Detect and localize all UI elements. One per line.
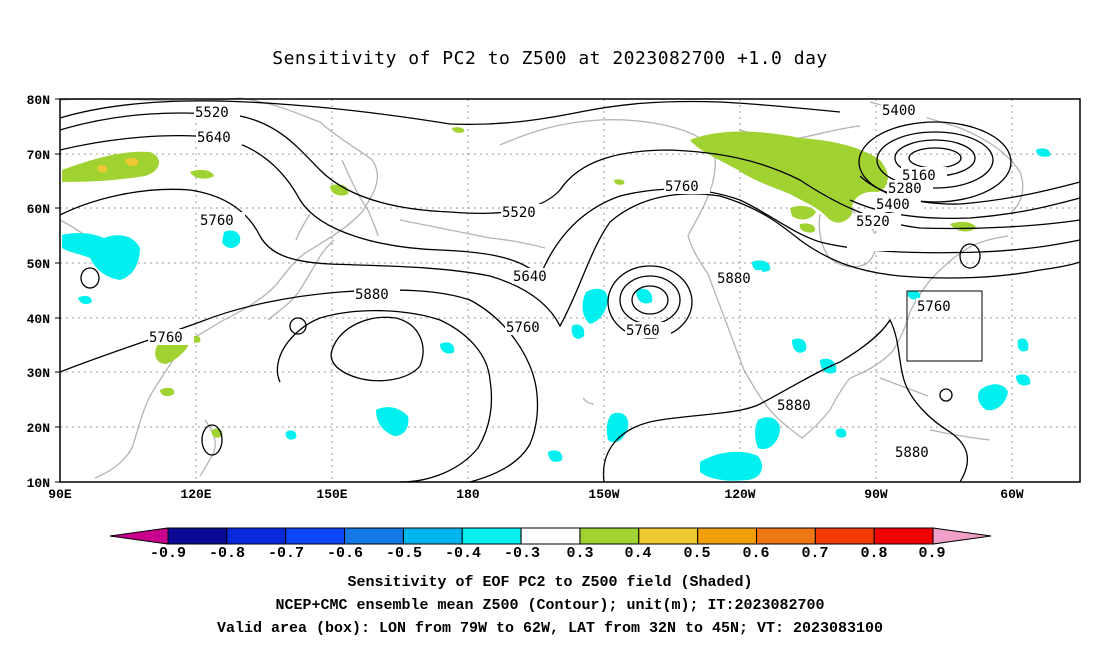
colorbar-label: 0.4 — [624, 545, 651, 562]
lat-label: 60N — [27, 202, 50, 217]
colorbar-label: -0.6 — [327, 545, 363, 562]
colorbar-arrow-left — [109, 527, 169, 545]
colorbar-segment — [638, 527, 699, 545]
caption-shading: Sensitivity of EOF PC2 to Z500 field (Sh… — [347, 574, 753, 591]
colorbar-segment — [697, 527, 758, 545]
plot-frame — [59, 98, 1081, 483]
colorbar-label: -0.7 — [268, 545, 304, 562]
map-title: Sensitivity of PC2 to Z500 at 2023082700… — [272, 48, 828, 69]
colorbar-segment — [814, 527, 875, 545]
lon-label: 60W — [1000, 487, 1024, 502]
colorbar-label: -0.5 — [386, 545, 422, 562]
lon-label: 90E — [48, 487, 72, 502]
colorbar-labels: -0.9 -0.8 -0.7 -0.6 -0.5 -0.4 -0.3 0.3 0… — [150, 545, 946, 562]
lon-label: 150W — [588, 487, 619, 502]
z500-contours — [59, 100, 1081, 483]
sensitivity-map: 5400 5520 5640 5760 5520 5640 5760 5880 … — [27, 93, 1081, 562]
colorbar-label: -0.4 — [445, 545, 481, 562]
lat-label: 30N — [27, 366, 50, 381]
contour-labels: 5400 5520 5640 5760 5520 5640 5760 5880 … — [148, 102, 962, 461]
colorbar-segment — [285, 527, 346, 545]
lat-label: 70N — [27, 148, 50, 163]
contour-label: 5400 — [882, 103, 916, 119]
lon-label: 150E — [316, 487, 347, 502]
colorbar-label: 0.5 — [683, 545, 710, 562]
lat-axis-labels: 80N 70N 60N 50N 40N 30N 20N 10N — [27, 93, 50, 491]
contour-label: 5760 — [506, 320, 540, 336]
lat-label: 10N — [27, 476, 50, 491]
lon-axis-labels: 90E 120E 150E 180 150W 120W 90W 60W — [48, 487, 1024, 502]
colorbar-label: -0.8 — [209, 545, 245, 562]
contour-label: 5640 — [513, 269, 547, 285]
colorbar-label: 0.8 — [860, 545, 887, 562]
contour-label: 5760 — [917, 299, 951, 315]
contour-label: 5520 — [502, 205, 536, 221]
lon-label: 120W — [724, 487, 755, 502]
colorbar-segment — [756, 527, 816, 545]
lon-label: 180 — [456, 487, 480, 502]
grid-lines — [60, 99, 1080, 482]
contour-label: 5400 — [876, 197, 910, 213]
lat-label: 50N — [27, 257, 50, 272]
colorbar-label: 0.7 — [801, 545, 828, 562]
contour-label: 5760 — [149, 330, 183, 346]
lat-label: 40N — [27, 312, 50, 327]
colorbar-label: -0.9 — [150, 545, 186, 562]
lon-label: 120E — [180, 487, 211, 502]
contour-label: 5880 — [777, 398, 811, 414]
colorbar-label: -0.3 — [504, 545, 540, 562]
colorbar-label: 0.3 — [566, 545, 593, 562]
sensitivity-shading — [62, 127, 1051, 481]
colorbar-segment — [167, 527, 228, 545]
lon-label: 90W — [864, 487, 888, 502]
contour-label: 5880 — [717, 271, 751, 287]
contour-label: 5640 — [197, 130, 231, 146]
contour-label: 5880 — [355, 287, 389, 303]
caption-contour: NCEP+CMC ensemble mean Z500 (Contour); u… — [275, 597, 825, 614]
contour-label: 5760 — [200, 213, 234, 229]
caption-valid-area: Valid area (box): LON from 79W to 62W, L… — [216, 620, 884, 637]
contour-label: 5280 — [888, 181, 922, 197]
contour-label: 5880 — [895, 445, 929, 461]
lat-label: 20N — [27, 421, 50, 436]
colorbar-segment — [402, 527, 463, 545]
colorbar-segment — [520, 527, 581, 545]
contour-label: 5520 — [195, 105, 229, 121]
contour-label: 5760 — [626, 323, 660, 339]
contour-label: 5520 — [856, 214, 890, 230]
contour-label: 5760 — [665, 179, 699, 195]
colorbar-segment — [873, 527, 934, 545]
colorbar — [109, 527, 992, 545]
colorbar-segment — [226, 527, 287, 545]
colorbar-segment — [579, 527, 640, 545]
valid-area-box — [906, 290, 983, 362]
colorbar-label: 0.9 — [918, 545, 945, 562]
colorbar-segment — [344, 527, 404, 545]
lat-label: 80N — [27, 93, 50, 108]
colorbar-arrow-right — [932, 527, 992, 545]
colorbar-segment — [461, 527, 522, 545]
colorbar-label: 0.6 — [742, 545, 769, 562]
